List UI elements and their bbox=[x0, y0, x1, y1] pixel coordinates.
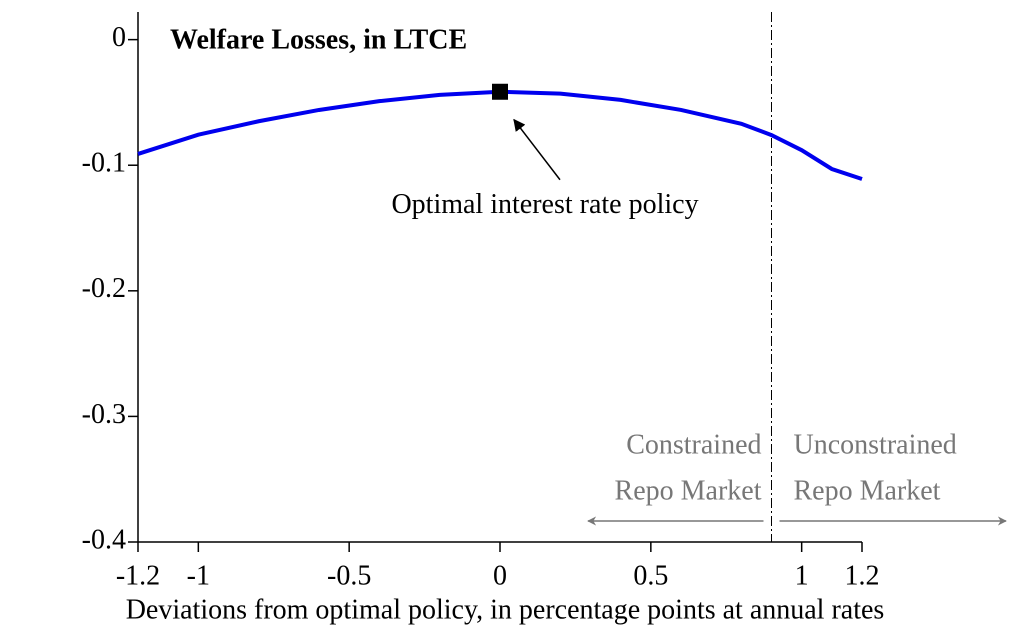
x-tick-label: 1 bbox=[795, 560, 809, 591]
region-label: Unconstrained bbox=[794, 429, 957, 460]
x-tick-label: -1.2 bbox=[116, 560, 160, 591]
x-tick-label: -1 bbox=[187, 560, 210, 591]
series-line bbox=[137, 89, 863, 181]
y-tick-label: -0.2 bbox=[82, 273, 126, 304]
x-axis-label: Deviations from optimal policy, in perce… bbox=[126, 594, 885, 625]
annotation-label: Optimal interest rate policy bbox=[391, 189, 698, 220]
x-tick-label: 0.5 bbox=[633, 560, 668, 591]
x-tick-label: 1.2 bbox=[845, 560, 880, 591]
chart-title: Welfare Losses, in LTCE bbox=[170, 24, 467, 55]
annotation-arrow bbox=[513, 118, 561, 181]
optimum-marker bbox=[492, 83, 508, 100]
y-tick-label: 0 bbox=[112, 22, 126, 53]
y-tick-label: -0.1 bbox=[82, 148, 126, 179]
y-tick-label: -0.3 bbox=[82, 399, 126, 430]
x-tick-label: 0 bbox=[493, 560, 507, 591]
region-label: Repo Market bbox=[794, 475, 941, 506]
x-tick-label: -0.5 bbox=[327, 560, 371, 591]
y-tick-label: -0.4 bbox=[82, 524, 126, 555]
region-label: Repo Market bbox=[615, 475, 762, 506]
region-label: Constrained bbox=[626, 429, 761, 460]
